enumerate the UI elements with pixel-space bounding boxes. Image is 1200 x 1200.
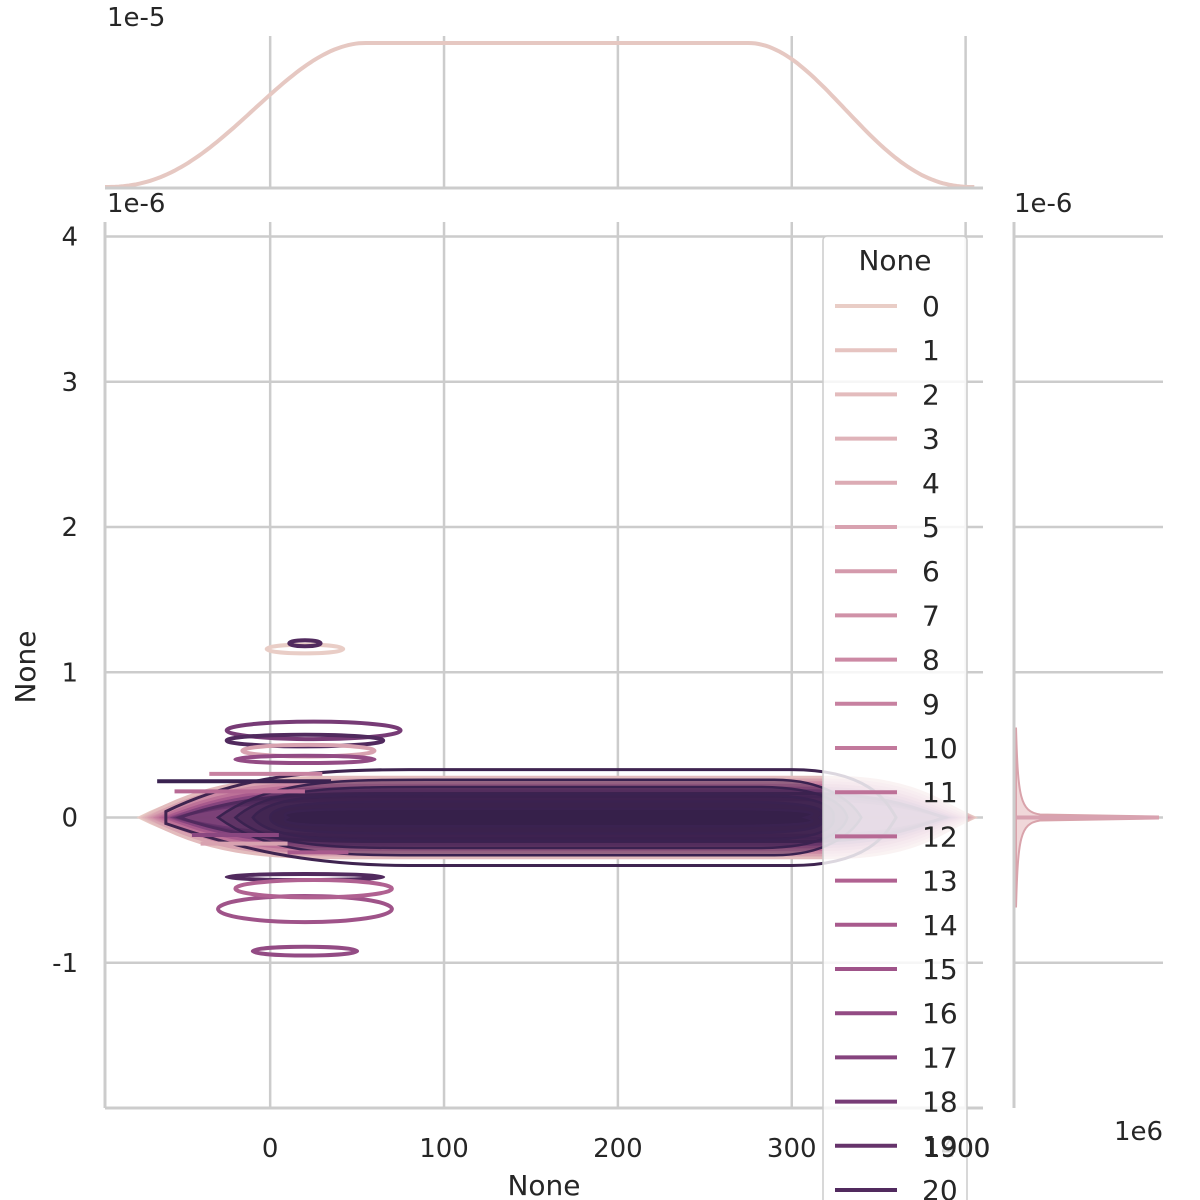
density-inner-contour — [283, 807, 814, 828]
legend-label-18: 18 — [922, 1086, 958, 1119]
x-tick-label: 300 — [767, 1134, 817, 1164]
x-tick-label: 100 — [419, 1134, 469, 1164]
legend-label-11: 11 — [922, 776, 958, 809]
density-contour-series-20 — [287, 638, 323, 649]
top-marginal-gridlines — [268, 36, 967, 188]
y-tick-labels: -1 0 1 2 3 4 — [52, 223, 78, 979]
y-offset-label: 1e-6 — [107, 189, 165, 219]
density-contours — [136, 638, 978, 958]
top-marginal-density-curve — [105, 41, 975, 189]
density-contour-series-18 — [224, 719, 403, 742]
legend-label-14: 14 — [922, 909, 958, 942]
legend-label-10: 10 — [922, 732, 958, 765]
legend-label-1: 1 — [922, 334, 940, 367]
x-tick-label: 200 — [593, 1134, 643, 1164]
right-marginal-density-curve — [1015, 727, 1159, 908]
legend-label-6: 6 — [922, 555, 940, 588]
density-contour-series-13 — [233, 877, 394, 900]
legend-label-20: 20 — [922, 1174, 958, 1200]
x-tick-label: 0 — [262, 1134, 279, 1164]
legend-label-2: 2 — [922, 378, 940, 411]
legend-label-5: 5 — [922, 511, 940, 544]
legend-label-19: 19 — [922, 1130, 958, 1163]
y-tick-label: 2 — [61, 513, 78, 543]
y-axis-label: None — [9, 630, 42, 703]
x-axis-label: None — [507, 1169, 580, 1200]
legend-label-9: 9 — [922, 688, 940, 721]
legend-label-7: 7 — [922, 599, 940, 632]
y-tick-label: 1 — [61, 658, 78, 688]
right-marginal-offset-label: 1e-6 — [1014, 189, 1072, 219]
legend-label-16: 16 — [922, 997, 958, 1030]
legend-label-4: 4 — [922, 467, 940, 500]
y-tick-label: 3 — [61, 368, 78, 398]
legend-label-12: 12 — [922, 820, 958, 853]
legend-label-17: 17 — [922, 1041, 958, 1074]
right-marginal-x-offset-label: 1e6 — [1114, 1117, 1163, 1147]
density-contour-series-15 — [216, 893, 394, 925]
right-marginal-gridlines — [1014, 235, 1163, 965]
density-contour-series-16 — [233, 753, 377, 766]
top-marginal-offset-label: 1e-5 — [107, 3, 165, 33]
legend-label-3: 3 — [922, 423, 940, 456]
legend-label-0: 0 — [922, 290, 940, 323]
legend-label-15: 15 — [922, 953, 958, 986]
legend-label-8: 8 — [922, 644, 940, 677]
y-tick-label: -1 — [52, 949, 78, 979]
legend-title: None — [858, 244, 931, 277]
legend-label-13: 13 — [922, 865, 958, 898]
y-tick-label: 4 — [61, 223, 78, 253]
extra-x-tick-label: 1900 — [924, 1134, 990, 1164]
density-contour-series-16 — [250, 944, 360, 958]
legend-frame — [822, 235, 968, 1200]
y-tick-label: 0 — [61, 804, 78, 834]
